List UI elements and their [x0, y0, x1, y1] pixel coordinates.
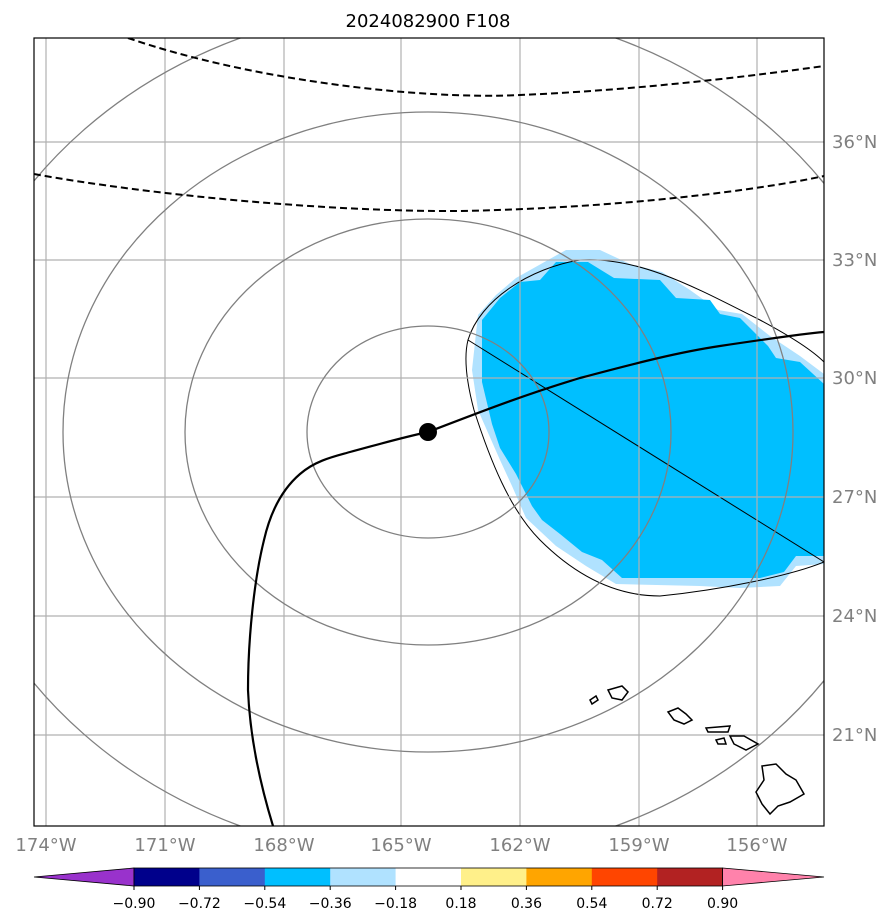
lat-label: 36°N: [832, 132, 877, 153]
lat-label: 21°N: [832, 725, 877, 746]
range-rings: [34, 38, 824, 826]
colorbar-tick-label: 0.18: [445, 896, 476, 912]
colorbar-segment: [591, 868, 658, 886]
colorbar-tick-label: 0.90: [707, 896, 738, 912]
colorbar-segment: [330, 868, 397, 886]
colorbar-tick-label: 0.36: [511, 896, 542, 912]
colorbar-segment: [657, 868, 724, 886]
map-panel: [34, 38, 824, 826]
colorbar-tick-label: −0.90: [113, 896, 156, 912]
colorbar-tick-label: −0.36: [309, 896, 352, 912]
lat-label: 24°N: [832, 606, 877, 627]
colorbar-tick-labels: −0.90 −0.72 −0.54 −0.36 −0.18 0.18 0.36 0.54 0.7…: [113, 896, 739, 912]
latitude-labels: 36°N 33°N 30°N 27°N 24°N 21°N: [832, 132, 877, 746]
colorbar-segment: [199, 868, 266, 886]
colorbar-extension-high: [722, 867, 825, 887]
gridlines: [34, 38, 824, 826]
longitude-labels: 174°W 171°W 168°W 165°W 162°W 159°W 156°…: [15, 835, 787, 856]
colorbar-frame: [133, 867, 723, 887]
colorbar-tick-label: 0.72: [642, 896, 673, 912]
storm-track: [246, 330, 824, 826]
anomaly-contour: [465, 259, 824, 597]
colorbar-segment: [526, 868, 593, 886]
lat-label: 30°N: [832, 368, 877, 389]
lon-label: 162°W: [489, 835, 550, 856]
storm-center-marker: [419, 423, 437, 441]
colorbar: [33, 867, 825, 890]
colorbar-segment: [461, 868, 527, 886]
hawaiian-islands: [589, 685, 806, 816]
lon-label: 168°W: [253, 835, 314, 856]
lat-label: 27°N: [832, 487, 877, 508]
lat-label: 33°N: [832, 250, 877, 271]
lon-label: 156°W: [726, 835, 787, 856]
map-title: 2024082900 F108: [346, 11, 511, 32]
lon-label: 171°W: [134, 835, 195, 856]
lon-label: 159°W: [608, 835, 669, 856]
colorbar-tick-label: −0.72: [178, 896, 221, 912]
colorbar-extension-low: [33, 867, 135, 887]
colorbar-tick-label: −0.18: [374, 896, 417, 912]
colorbar-tick-label: −0.54: [243, 896, 286, 912]
dashed-reference-lines: [34, 38, 824, 213]
lon-label: 165°W: [370, 835, 431, 856]
colorbar-segment: [134, 868, 200, 886]
colorbar-tick-label: 0.54: [576, 896, 607, 912]
colorbar-segment: [264, 868, 331, 886]
lon-label: 174°W: [15, 835, 76, 856]
map-frame: [33, 37, 825, 827]
anomaly-region-core: [482, 262, 824, 578]
colorbar-segment: [395, 868, 462, 886]
